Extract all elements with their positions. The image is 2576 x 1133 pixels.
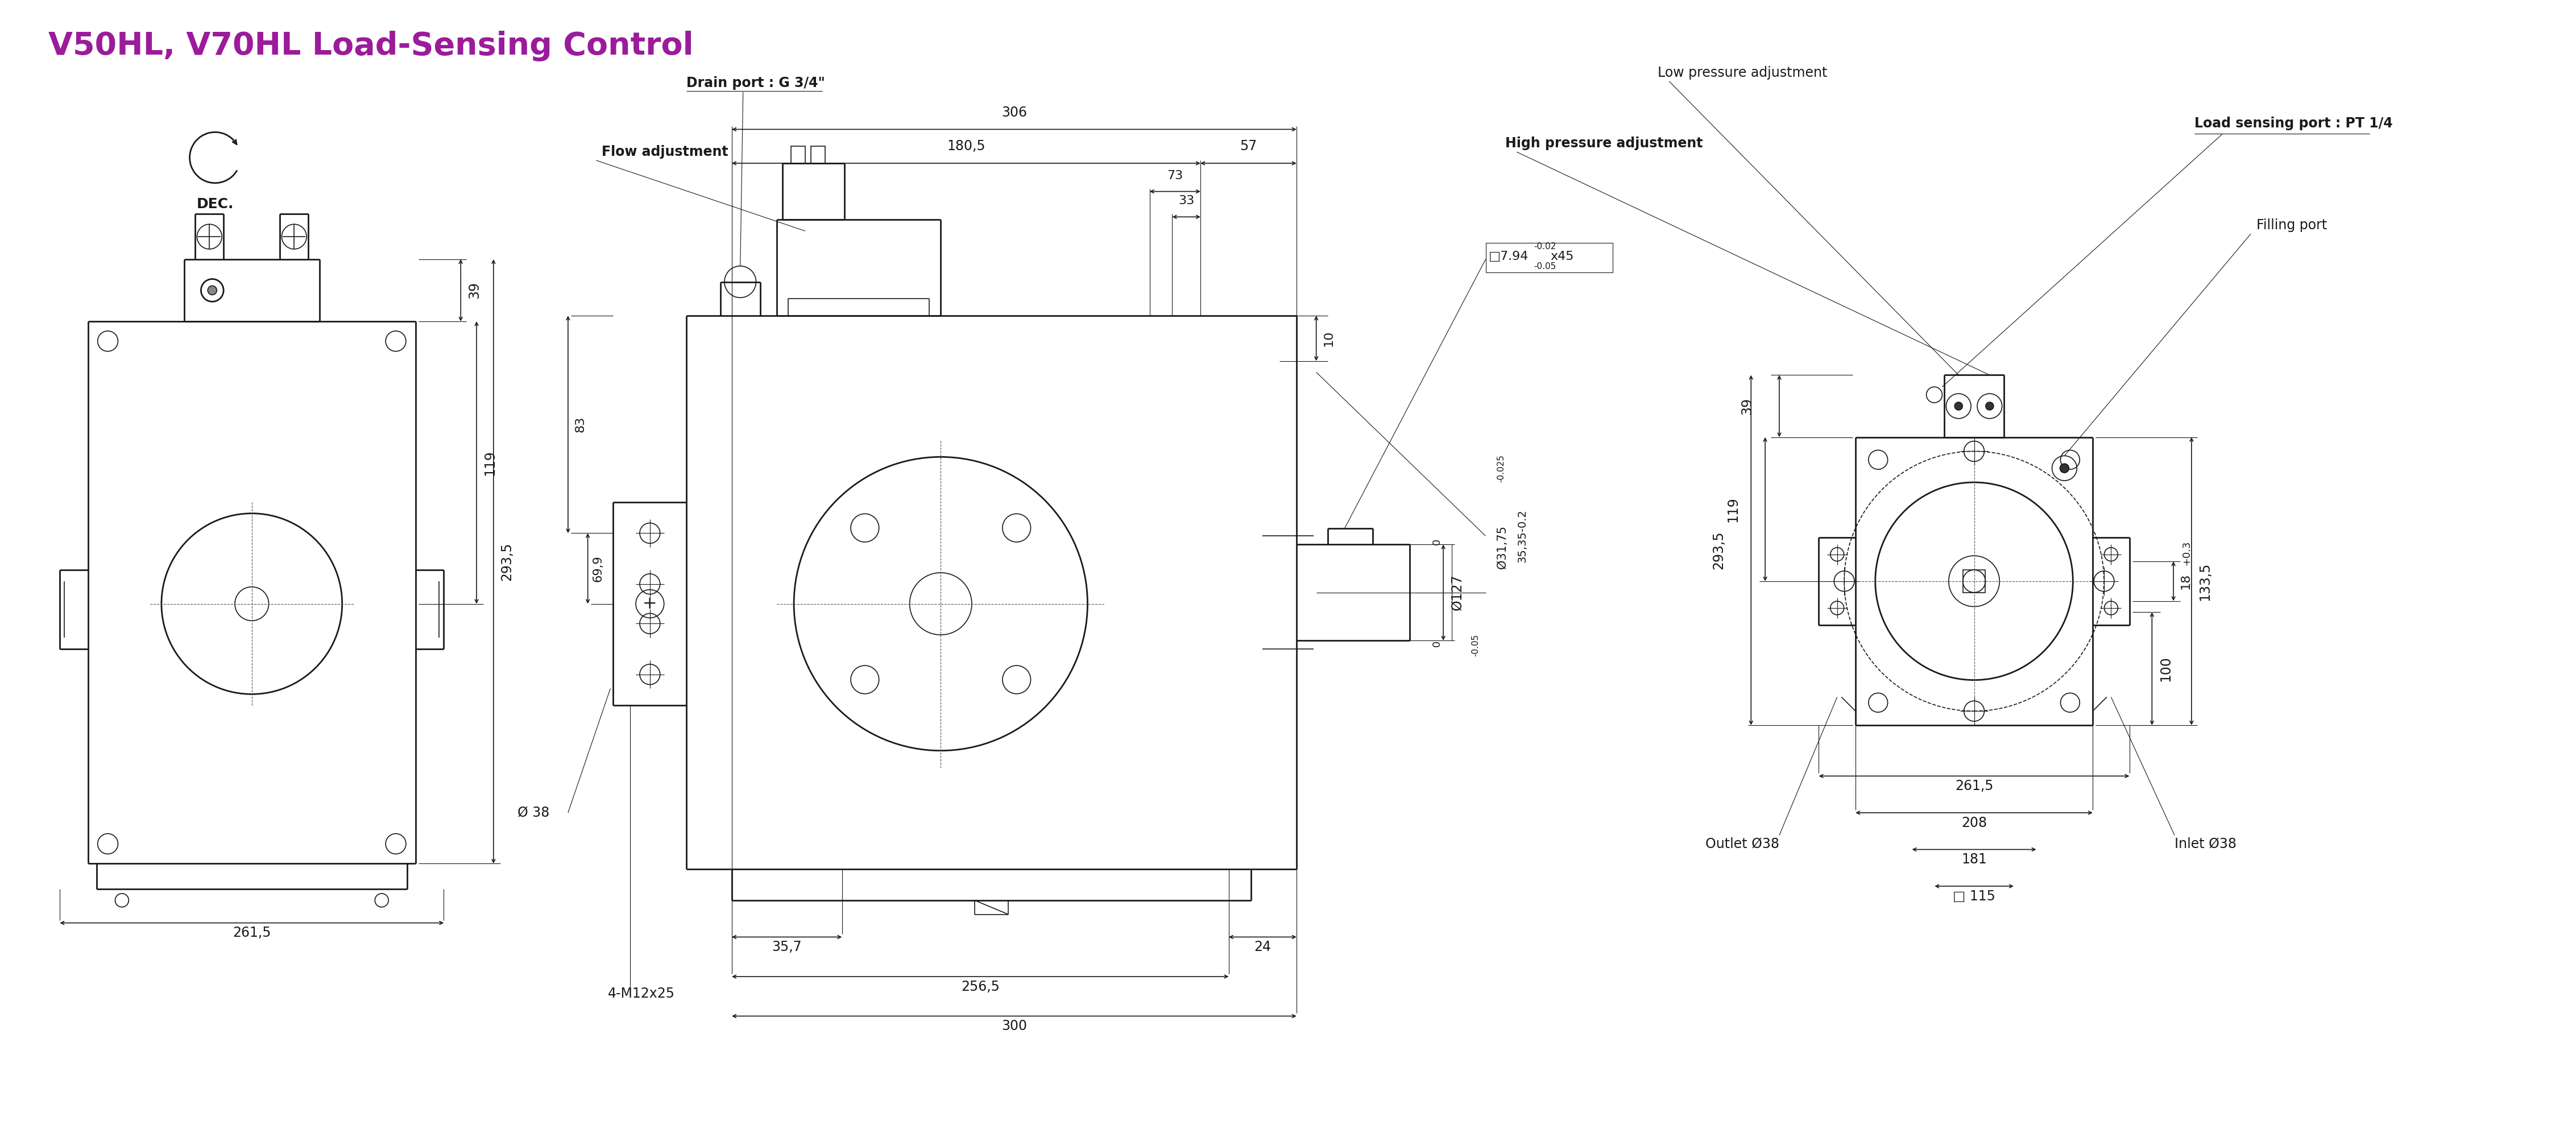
Text: Filling port: Filling port — [2257, 219, 2326, 232]
Text: Low pressure adjustment: Low pressure adjustment — [1659, 66, 1826, 79]
Text: +: + — [641, 596, 657, 612]
Text: 300: 300 — [1002, 1020, 1028, 1033]
Text: 83: 83 — [574, 417, 587, 433]
Text: 39: 39 — [1741, 398, 1754, 415]
Text: Ø127: Ø127 — [1450, 574, 1463, 611]
Text: 133,5: 133,5 — [2197, 562, 2213, 600]
Circle shape — [2061, 463, 2069, 472]
Text: 35,7: 35,7 — [773, 940, 801, 954]
Text: 208: 208 — [1960, 816, 1986, 829]
Bar — [1486, 242, 1613, 272]
Text: 261,5: 261,5 — [1955, 780, 1994, 793]
Text: 35,35-0.2: 35,35-0.2 — [1517, 510, 1528, 563]
Circle shape — [209, 286, 216, 295]
Text: +0.3: +0.3 — [2182, 540, 2192, 565]
Text: Ø 38: Ø 38 — [518, 806, 549, 819]
Text: 57: 57 — [1239, 139, 1257, 153]
Text: Drain port : G 3/4": Drain port : G 3/4" — [688, 76, 824, 90]
Text: Ø31,75: Ø31,75 — [1497, 526, 1510, 569]
Text: High pressure adjustment: High pressure adjustment — [1504, 137, 1703, 151]
Text: -0.025: -0.025 — [1497, 454, 1504, 483]
Text: Outlet Ø38: Outlet Ø38 — [1705, 837, 1780, 851]
Text: -0.05: -0.05 — [1471, 633, 1481, 656]
Text: Inlet Ø38: Inlet Ø38 — [2174, 837, 2236, 851]
Text: 18: 18 — [2179, 573, 2192, 589]
Text: -0.02: -0.02 — [1533, 242, 1556, 250]
Text: 306: 306 — [1002, 105, 1028, 119]
Text: 24: 24 — [1255, 940, 1270, 954]
Text: -0.05: -0.05 — [1533, 262, 1556, 271]
Text: 0: 0 — [1432, 538, 1443, 545]
Text: 180,5: 180,5 — [948, 139, 987, 153]
Text: 33: 33 — [1177, 195, 1195, 206]
Bar — [811, 146, 824, 163]
Text: 261,5: 261,5 — [232, 926, 270, 940]
Text: □ 115: □ 115 — [1953, 889, 1996, 903]
Text: 73: 73 — [1167, 170, 1182, 181]
Text: V50HL, V70HL Load-Sensing Control: V50HL, V70HL Load-Sensing Control — [49, 31, 693, 61]
Text: 119: 119 — [1726, 496, 1739, 522]
Text: Load sensing port : PT 1/4: Load sensing port : PT 1/4 — [2195, 117, 2393, 130]
Text: 39: 39 — [466, 282, 482, 299]
Text: 256,5: 256,5 — [961, 980, 999, 994]
Bar — [791, 146, 806, 163]
Text: 293,5: 293,5 — [1713, 531, 1726, 570]
Text: 100: 100 — [2159, 656, 2172, 681]
Circle shape — [1955, 402, 1963, 410]
Text: DEC.: DEC. — [196, 197, 234, 211]
Circle shape — [1986, 402, 1994, 410]
Text: 293,5: 293,5 — [500, 543, 513, 580]
Text: □7.94: □7.94 — [1489, 250, 1528, 262]
Text: Flow adjustment: Flow adjustment — [603, 145, 729, 159]
Text: 69,9: 69,9 — [592, 555, 603, 581]
Text: 119: 119 — [484, 450, 497, 476]
Text: 0: 0 — [1432, 640, 1443, 647]
Text: 181: 181 — [1960, 853, 1986, 867]
Text: 4-M12x25: 4-M12x25 — [608, 987, 675, 1000]
Bar — [1963, 570, 1986, 593]
Text: 10: 10 — [1324, 330, 1334, 347]
Text: x45: x45 — [1551, 250, 1574, 262]
